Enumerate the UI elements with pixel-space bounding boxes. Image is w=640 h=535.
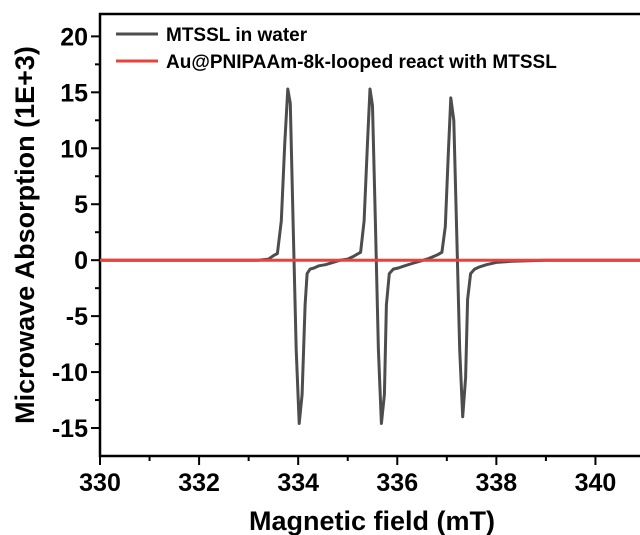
legend: MTSSL in water Au@PNIPAAm-8k-looped reac… (116, 25, 557, 73)
y-tick-label: 10 (60, 135, 88, 163)
x-tick-label: 338 (476, 469, 518, 497)
x-tick-label: 332 (178, 469, 220, 497)
series-layer (100, 87, 640, 425)
series-line-mtssl (100, 87, 640, 425)
y-tick-label: -15 (52, 415, 88, 443)
x-tick-label: 334 (277, 469, 319, 497)
y-tick-label: 20 (60, 23, 88, 51)
y-tick-label: -5 (66, 303, 88, 331)
y-tick-label: 15 (60, 79, 88, 107)
plot-frame (98, 12, 640, 458)
legend-label-mtssl: MTSSL in water (166, 25, 308, 46)
legend-label-au-pnipaam: Au@PNIPAAm-8k-looped react with MTSSL (166, 52, 557, 73)
y-axis-title: Microwave Absorption (1E+3) (10, 46, 40, 424)
x-axis-title: Magnetic field (mT) (249, 506, 495, 535)
x-tick-label: 336 (376, 469, 418, 497)
y-tick-label: -10 (52, 359, 88, 387)
x-tick-label: 330 (79, 469, 121, 497)
y-axis-ticks: -15 -10 -5 0 5 10 15 20 (52, 23, 100, 443)
y-tick-label: 0 (74, 247, 88, 275)
x-axis-ticks: 330 332 334 336 338 340 (79, 456, 616, 497)
y-tick-label: 5 (74, 191, 88, 219)
x-tick-label: 340 (575, 469, 617, 497)
